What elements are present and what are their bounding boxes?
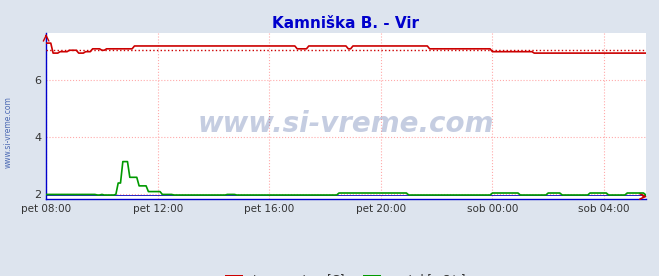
Text: www.si-vreme.com: www.si-vreme.com	[4, 97, 13, 168]
Title: Kamniška B. - Vir: Kamniška B. - Vir	[272, 15, 420, 31]
Text: www.si-vreme.com: www.si-vreme.com	[198, 110, 494, 138]
Legend: temperatura[C], pretok[m3/s]: temperatura[C], pretok[m3/s]	[221, 270, 471, 276]
